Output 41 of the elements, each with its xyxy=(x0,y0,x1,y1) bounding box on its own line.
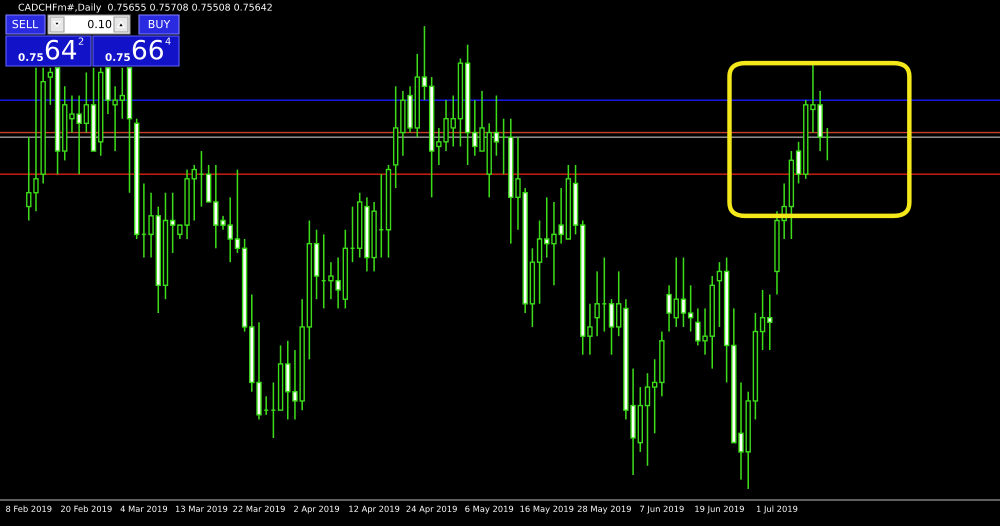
candlestick xyxy=(594,270,600,337)
x-tick-label: 7 Jun 2019 xyxy=(640,506,684,514)
candlestick xyxy=(644,372,650,467)
candlestick xyxy=(738,382,744,480)
x-tick-label: 28 May 2019 xyxy=(578,506,631,514)
annotation: SELL xyxy=(12,20,38,28)
x-tick-label: 4 Mar 2019 xyxy=(120,506,168,512)
annotation: 0.75 xyxy=(106,53,130,62)
x-tick-label: 22 Mar 2019 xyxy=(233,506,285,512)
annotation: 64 xyxy=(46,40,76,60)
candlestick xyxy=(26,136,32,222)
candlestick xyxy=(292,349,298,420)
annotation: 2 xyxy=(78,37,84,45)
annotation: 0.75 xyxy=(18,53,43,62)
candlestick xyxy=(702,308,708,356)
candlestick xyxy=(716,261,722,328)
candlestick xyxy=(608,298,614,356)
x-tick-label: 24 Apr 2019 xyxy=(406,506,457,514)
x-tick-label: 8 Feb 2019 xyxy=(6,506,52,512)
candlestick xyxy=(48,67,54,106)
annotation: BUY xyxy=(148,20,170,28)
annotation: 4 xyxy=(165,38,171,45)
x-tick-label: 16 May 2019 xyxy=(520,506,574,514)
annotation: 66 xyxy=(132,40,163,60)
candlestick xyxy=(33,67,39,212)
x-tick-label: 12 Apr 2019 xyxy=(349,506,400,514)
candlestick xyxy=(688,284,694,332)
x-tick-label: 19 Jun 2019 xyxy=(695,506,744,514)
candlestick xyxy=(328,261,334,300)
candlestick xyxy=(515,136,521,231)
candlestick xyxy=(479,90,485,152)
annotation: 0.10 xyxy=(88,20,112,28)
x-tick-label: 20 Feb 2019 xyxy=(61,506,112,512)
x-tick-label: 2 Apr 2019 xyxy=(294,506,340,514)
candlestick xyxy=(422,25,428,101)
candlestick xyxy=(220,215,226,231)
x-tick-label: 1 Jul 2019 xyxy=(756,506,798,514)
x-tick-label: 6 May 2019 xyxy=(465,506,514,514)
chart-title: CADCHFm#,Daily 0.75655 0.75708 0.75508 0.75642 xyxy=(18,3,272,13)
candlestick xyxy=(695,308,701,346)
x-tick-label: 13 Mar 2019 xyxy=(176,506,228,512)
